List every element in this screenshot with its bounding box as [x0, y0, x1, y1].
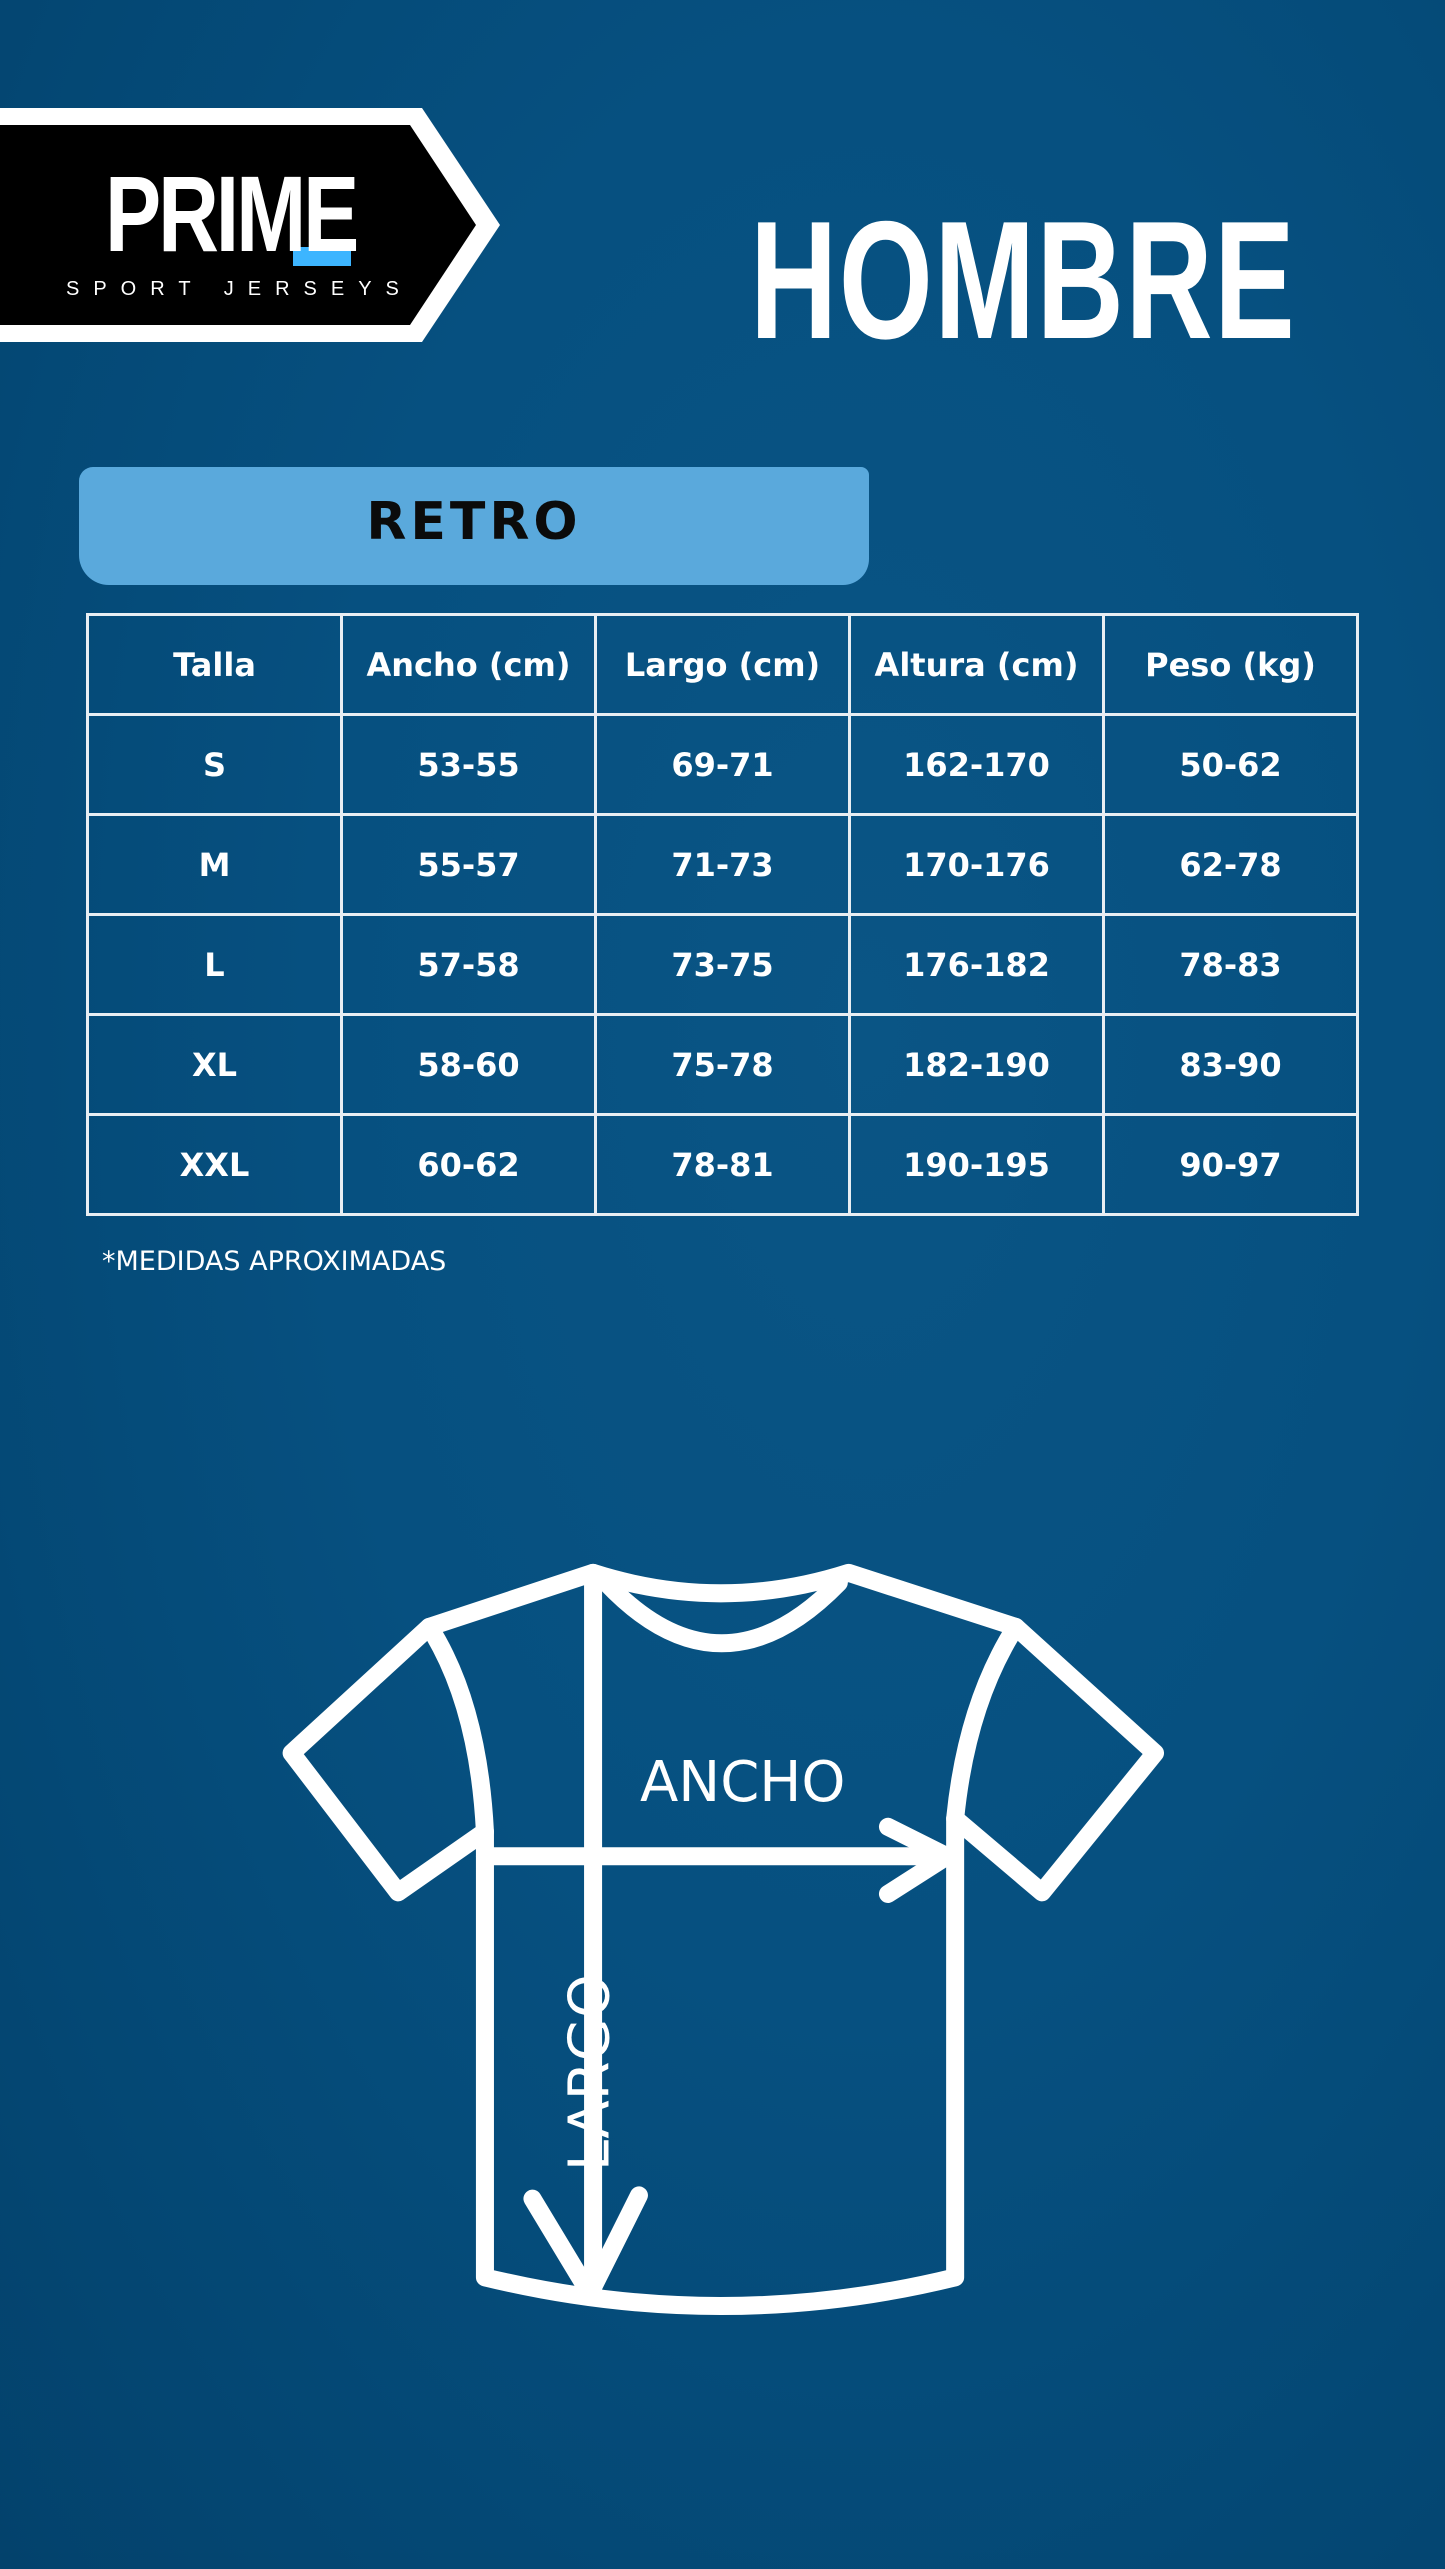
table-cell: 90-97 [1102, 1113, 1359, 1216]
header-cell: Altura (cm) [848, 613, 1105, 716]
table-cell: 170-176 [848, 813, 1105, 916]
table-cell: 62-78 [1102, 813, 1359, 916]
length-label: LARGO [557, 1973, 623, 2172]
table-row: XL 58-60 75-78 182-190 83-90 [86, 1013, 1359, 1116]
width-label: ANCHO [640, 1750, 846, 1815]
table-cell: 60-62 [340, 1113, 597, 1216]
table-cell: 78-83 [1102, 913, 1359, 1016]
section-label: RETRO [366, 492, 582, 552]
table-row: S 53-55 69-71 162-170 50-62 [86, 713, 1359, 816]
header-cell: Largo (cm) [594, 613, 851, 716]
table-header-row: Talla Ancho (cm) Largo (cm) Altura (cm) … [86, 613, 1359, 716]
width-arrowhead [878, 1817, 956, 1903]
logo-accent-bar [293, 247, 351, 266]
table-cell: 75-78 [594, 1013, 851, 1116]
table-row: XXL 60-62 78-81 190-195 90-97 [86, 1113, 1359, 1216]
table-cell: XL [86, 1013, 343, 1116]
table-cell: L [86, 913, 343, 1016]
shirt-collar [597, 1573, 848, 1653]
size-table: Talla Ancho (cm) Largo (cm) Altura (cm) … [86, 613, 1359, 1216]
table-cell: 58-60 [340, 1013, 597, 1116]
table-cell: 71-73 [594, 813, 851, 916]
table-cell: 83-90 [1102, 1013, 1359, 1116]
table-cell: S [86, 713, 343, 816]
table-cell: 162-170 [848, 713, 1105, 816]
table-cell: 50-62 [1102, 713, 1359, 816]
left-armhole [420, 1617, 494, 1841]
length-arrowhead [523, 2186, 648, 2303]
table-cell: 182-190 [848, 1013, 1105, 1116]
table-cell: 69-71 [594, 713, 851, 816]
table-cell: 73-75 [594, 913, 851, 1016]
table-row: L 57-58 73-75 176-182 78-83 [86, 913, 1359, 1016]
table-cell: M [86, 813, 343, 916]
header-cell: Talla [86, 613, 343, 716]
table-cell: 57-58 [340, 913, 597, 1016]
header-cell: Peso (kg) [1102, 613, 1359, 716]
table-cell: 53-55 [340, 713, 597, 816]
header-cell: Ancho (cm) [340, 613, 597, 716]
footnote: *MEDIDAS APROXIMADAS [102, 1246, 447, 1277]
table-cell: 78-81 [594, 1113, 851, 1216]
section-banner [79, 467, 869, 585]
logo-tagline: SPORT JERSEYS [66, 278, 413, 300]
page-title: HOMBRE [750, 186, 1297, 374]
table-cell: 176-182 [848, 913, 1105, 1016]
table-cell: 190-195 [848, 1113, 1105, 1216]
table-cell: 55-57 [340, 813, 597, 916]
right-armhole [946, 1617, 1025, 1828]
table-row: M 55-57 71-73 170-176 62-78 [86, 813, 1359, 916]
logo-badge [0, 108, 500, 342]
table-cell: XXL [86, 1113, 343, 1216]
shirt-outline [282, 1563, 1165, 2316]
